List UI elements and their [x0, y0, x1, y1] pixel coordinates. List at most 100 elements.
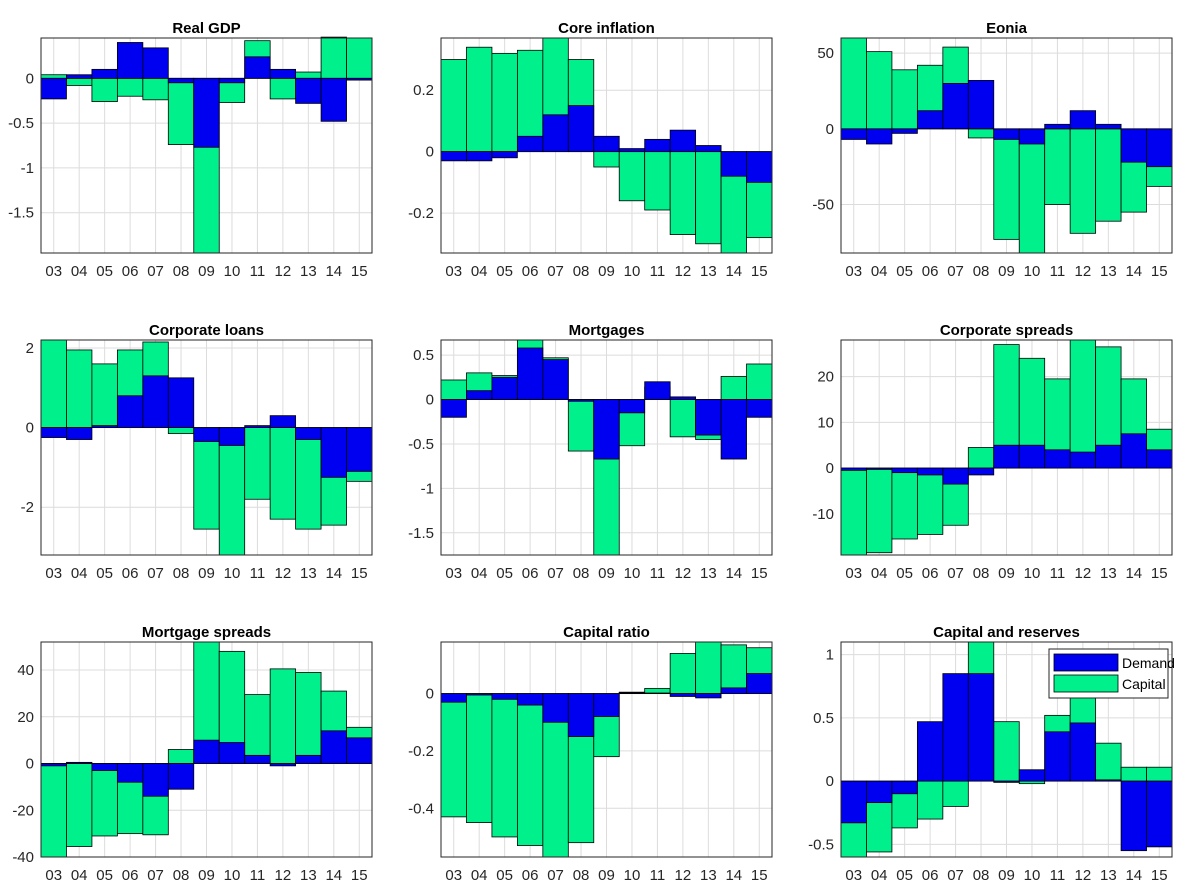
bar-demand-06 [916, 467, 944, 476]
bar-demand-11 [644, 692, 671, 695]
bar-demand-09 [193, 77, 220, 148]
bar-demand-09 [993, 780, 1020, 783]
bar-demand-10 [618, 399, 646, 414]
bar-demand-08 [167, 377, 195, 428]
x-tick-label: 12 [275, 263, 292, 280]
bar-demand-12 [269, 763, 297, 767]
bar-capital-15 [1146, 766, 1173, 782]
x-tick-label: 04 [871, 263, 888, 280]
bar-demand-09 [593, 135, 620, 153]
x-tick-label: 15 [751, 867, 768, 884]
x-tick-label: 10 [1024, 263, 1041, 280]
bar-capital-14 [320, 36, 347, 79]
bar-demand-10 [1018, 128, 1046, 145]
bar-demand-11 [644, 381, 671, 400]
bar-demand-12 [1069, 451, 1097, 469]
axis-border [840, 37, 1173, 254]
x-tick-label: 08 [573, 565, 590, 582]
axis-border [440, 339, 773, 556]
x-tick-label: 14 [325, 263, 342, 280]
bar-demand-11 [1044, 123, 1071, 130]
bar-capital-11 [244, 694, 271, 764]
axis-border [40, 641, 373, 858]
bar-demand-10 [218, 742, 246, 764]
bar-demand-15 [1146, 128, 1173, 168]
x-tick-label: 10 [224, 263, 241, 280]
x-tick-label: 08 [973, 263, 990, 280]
y-tick-label: -1 [421, 480, 434, 497]
bar-capital-08 [167, 77, 195, 146]
x-tick-label: 11 [250, 565, 266, 582]
x-tick-label: 12 [675, 263, 692, 280]
x-tick-label: 15 [1151, 867, 1168, 884]
panel-eonia: 50 0 -50 03 04 05 06 07 08 09 10 11 12 13 14 15 Eonia [812, 20, 1173, 280]
x-tick-label: 13 [1100, 867, 1117, 884]
y-tick-label: 0.5 [413, 347, 434, 364]
y-tick-label: -0.2 [408, 205, 434, 222]
x-tick-label: 10 [224, 565, 241, 582]
x-tick-label: 11 [650, 263, 666, 280]
bar-demand-14 [320, 730, 347, 764]
bar-capital-12 [269, 668, 297, 764]
x-tick-label: 07 [147, 867, 164, 884]
legend-swatch-capital [1053, 674, 1119, 693]
y-tick-label: 10 [817, 414, 834, 431]
axis-border [840, 339, 1173, 556]
x-tick-label: 14 [725, 867, 742, 884]
bar-capital-04 [866, 51, 893, 130]
axis-border [440, 641, 773, 858]
bar-capital-08 [967, 447, 995, 469]
bar-demand-15 [1146, 780, 1173, 848]
x-tick-label: 09 [198, 867, 215, 884]
bar-capital-03 [40, 763, 67, 858]
bar-demand-04 [466, 390, 493, 400]
bar-demand-12 [269, 68, 297, 79]
x-tick-label: 15 [1151, 565, 1168, 582]
bar-demand-15 [746, 399, 773, 418]
bar-capital-05 [491, 52, 518, 153]
x-tick-label: 12 [1075, 565, 1092, 582]
bar-capital-10 [218, 427, 246, 556]
bar-capital-12 [1069, 339, 1097, 469]
y-tick-label: -10 [812, 506, 834, 523]
x-tick-label: 04 [71, 263, 88, 280]
bar-demand-12 [1069, 110, 1097, 130]
x-tick-label: 11 [250, 867, 266, 884]
x-tick-label: 14 [725, 263, 742, 280]
x-tick-label: 07 [147, 263, 164, 280]
bar-demand-04 [866, 128, 893, 145]
bar-demand-11 [644, 138, 671, 153]
bar-demand-08 [567, 693, 595, 737]
x-tick-label: 10 [624, 565, 641, 582]
bar-capital-06 [116, 77, 144, 97]
x-tick-label: 03 [445, 263, 462, 280]
bar-capital-08 [167, 749, 195, 764]
bar-demand-07 [142, 375, 169, 428]
bar-demand-13 [695, 693, 722, 699]
legend-label-capital: Capital [1122, 676, 1166, 692]
x-tick-label: 09 [598, 565, 615, 582]
x-tick-label: 05 [496, 263, 513, 280]
x-tick-label: 12 [1075, 263, 1092, 280]
x-tick-label: 12 [675, 867, 692, 884]
x-tick-label: 05 [496, 867, 513, 884]
panel-real-gdp: 0 -0.5 -1 -1.5 03 04 05 06 07 08 09 10 11 12 13 14 15 Rea… [8, 20, 373, 280]
bar-demand-06 [916, 110, 944, 130]
y-tick-label: -2 [21, 499, 34, 516]
y-tick-label: 0.2 [413, 82, 434, 99]
y-tick-label: 0 [826, 460, 834, 477]
bar-demand-06 [516, 347, 544, 400]
bar-capital-11 [1044, 128, 1071, 205]
bar-demand-09 [193, 739, 220, 764]
bar-demand-10 [218, 77, 246, 84]
x-tick-label: 13 [700, 565, 717, 582]
bar-capital-04 [66, 763, 93, 847]
bar-capital-04 [66, 349, 93, 428]
x-tick-label: 04 [71, 565, 88, 582]
x-tick-label: 07 [147, 565, 164, 582]
x-tick-label: 06 [122, 565, 139, 582]
y-tick-label: -0.2 [408, 743, 434, 760]
bar-demand-05 [891, 128, 918, 134]
bar-demand-11 [244, 754, 271, 764]
bar-demand-08 [567, 399, 595, 402]
